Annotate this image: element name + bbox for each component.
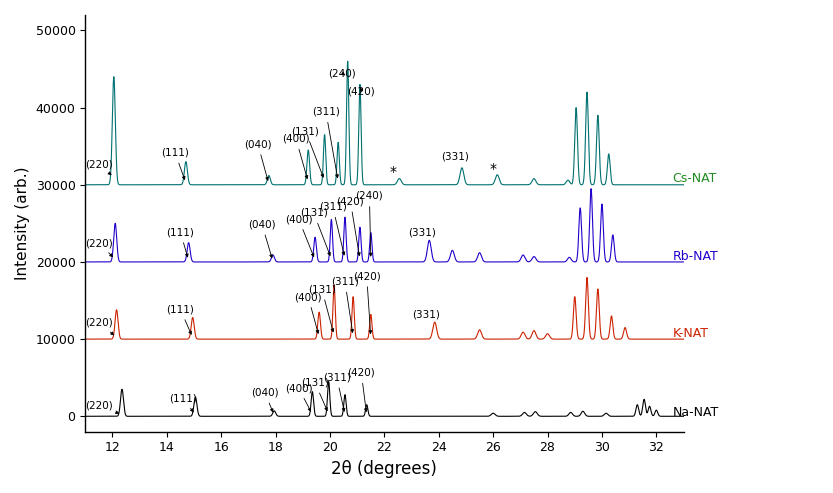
Text: (111): (111) (169, 393, 197, 412)
Text: (311): (311) (331, 277, 359, 332)
Text: (111): (111) (161, 148, 189, 179)
Text: (311): (311) (312, 107, 340, 177)
Text: (131): (131) (292, 126, 323, 177)
Text: (420): (420) (347, 368, 375, 412)
Text: (220): (220) (85, 400, 118, 414)
Text: (040): (040) (244, 140, 272, 180)
Text: *: * (490, 162, 496, 176)
Text: (220): (220) (85, 317, 113, 335)
Text: (400): (400) (294, 292, 322, 333)
Text: (420): (420) (347, 86, 375, 96)
Text: (331): (331) (441, 152, 469, 162)
Text: (111): (111) (167, 304, 194, 334)
Text: (311): (311) (323, 372, 351, 411)
Text: (040): (040) (251, 388, 278, 412)
Text: (311): (311) (319, 202, 347, 255)
Text: Na-NAT: Na-NAT (673, 406, 719, 419)
Text: (220): (220) (85, 159, 112, 175)
Text: (400): (400) (282, 134, 310, 178)
Text: (400): (400) (285, 214, 314, 256)
X-axis label: 2θ (degrees): 2θ (degrees) (332, 460, 437, 478)
Text: Rb-NAT: Rb-NAT (673, 250, 718, 263)
Text: (131): (131) (301, 378, 329, 411)
Text: (420): (420) (337, 196, 364, 255)
Text: K-NAT: K-NAT (673, 327, 709, 340)
Text: (420): (420) (353, 271, 381, 333)
Text: (111): (111) (167, 227, 194, 257)
Text: Cs-NAT: Cs-NAT (673, 172, 717, 185)
Text: (131): (131) (308, 284, 336, 332)
Text: (240): (240) (328, 68, 357, 78)
Text: *: * (389, 165, 396, 178)
Text: (400): (400) (285, 383, 312, 411)
Text: (220): (220) (85, 238, 112, 257)
Y-axis label: Intensity (arb.): Intensity (arb.) (15, 167, 30, 280)
Text: (040): (040) (248, 219, 276, 258)
Text: (240): (240) (356, 191, 383, 256)
Text: (331): (331) (408, 227, 436, 237)
Text: (131): (131) (300, 208, 331, 255)
Text: (331): (331) (412, 310, 441, 320)
